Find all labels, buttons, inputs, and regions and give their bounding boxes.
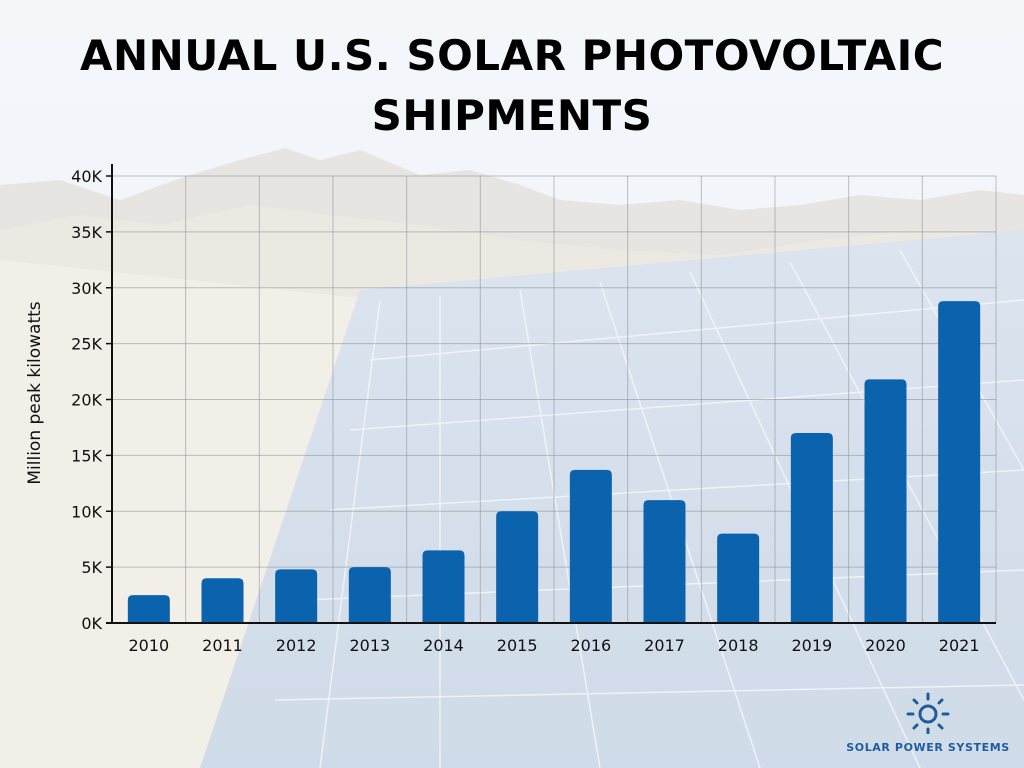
- x-tick-label: 2015: [497, 636, 538, 655]
- y-tick-label: 15K: [71, 446, 102, 465]
- bar-2013: [348, 567, 391, 623]
- x-tick-labels: 2010 2011 2012 2013 2014 2015 2016 2017 2018 2019…: [128, 636, 979, 655]
- y-tick-label: 0K: [81, 614, 102, 633]
- bar-2012: [275, 569, 318, 623]
- bar-2021: [938, 301, 981, 623]
- bar-2017: [643, 500, 686, 623]
- sun-icon: [906, 692, 950, 735]
- bar-2018: [717, 533, 760, 623]
- x-tick-label: 2014: [423, 636, 464, 655]
- y-tick-label: 5K: [81, 558, 102, 577]
- x-tick-label: 2018: [718, 636, 759, 655]
- chart-title-line-1: ANNUAL U.S. SOLAR PHOTOVOLTAIC: [79, 31, 945, 80]
- y-tick-label: 10K: [71, 502, 102, 521]
- x-tick-label: 2010: [128, 636, 169, 655]
- x-tick-label: 2020: [865, 636, 906, 655]
- x-tick-label: 2016: [570, 636, 611, 655]
- bar-2019: [790, 433, 833, 623]
- y-tick-label: 20K: [71, 391, 102, 410]
- bar-2014: [422, 550, 465, 623]
- brand-logo: SOLAR POWER SYSTEMS: [838, 690, 1018, 754]
- x-tick-label: 2012: [276, 636, 317, 655]
- chart-title-line-2: SHIPMENTS: [371, 91, 653, 140]
- bar-2015: [496, 511, 539, 623]
- x-tick-label: 2011: [202, 636, 243, 655]
- y-tick-labels: 0K 5K 10K 15K 20K 25K 30K 35K 40K: [71, 167, 102, 633]
- brand-name: SOLAR POWER SYSTEMS: [846, 741, 1010, 754]
- y-tick-label: 30K: [71, 279, 102, 298]
- bar-2011: [201, 578, 244, 623]
- grid-lines: [112, 175, 997, 623]
- bar-2020: [864, 379, 907, 623]
- axes: [106, 164, 996, 624]
- x-tick-label: 2019: [791, 636, 832, 655]
- bars: [127, 301, 981, 623]
- y-tick-label: 25K: [71, 335, 102, 354]
- x-tick-label: 2013: [349, 636, 390, 655]
- x-tick-label: 2017: [644, 636, 685, 655]
- bar-2010: [127, 595, 170, 623]
- y-axis-label: Million peak kilowatts: [25, 301, 45, 484]
- y-tick-label: 40K: [71, 167, 102, 186]
- chart-title: ANNUAL U.S. SOLAR PHOTOVOLTAIC SHIPMENTS: [0, 26, 1024, 146]
- x-tick-label: 2021: [939, 636, 980, 655]
- y-tick-label: 35K: [71, 223, 102, 242]
- bar-2016: [569, 469, 612, 623]
